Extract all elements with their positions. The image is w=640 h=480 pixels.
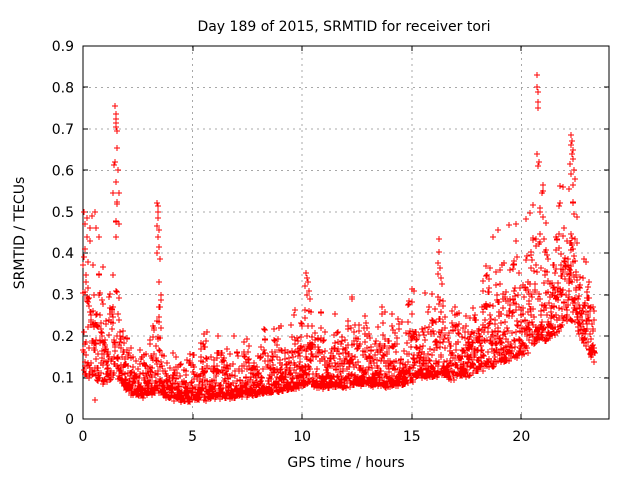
y-tick-label: 0.8: [52, 80, 74, 96]
data-points: [80, 72, 598, 405]
grid-layer: [83, 46, 609, 419]
x-tick-label: 20: [512, 429, 530, 445]
y-axis-label: SRMTID / TECUs: [12, 177, 28, 290]
y-tick-label: 0.7: [52, 122, 74, 138]
x-tick-label: 0: [79, 429, 88, 445]
chart-title: Day 189 of 2015, SRMTID for receiver tor…: [197, 19, 490, 35]
y-tick-label: 0.2: [52, 329, 74, 345]
y-tick-label: 0.6: [52, 163, 74, 179]
y-tick-label: 0.4: [52, 246, 74, 262]
y-tick-label: 0.9: [52, 39, 74, 55]
x-axis-label: GPS time / hours: [287, 455, 404, 471]
x-tick-label: 5: [188, 429, 197, 445]
tick-labels: 0 5 10 15 20 0 0.1 0.2 0.3 0.4 0.5 0.6 0.7 0.8 0.9: [52, 39, 531, 445]
x-tick-label: 15: [403, 429, 421, 445]
x-tick-label: 10: [293, 429, 311, 445]
tick-marks: [82, 45, 609, 420]
y-tick-label: 0.1: [52, 371, 74, 387]
plot-frame: [82, 45, 610, 420]
y-tick-label: 0.5: [52, 205, 74, 221]
y-tick-label: 0.3: [52, 288, 74, 304]
y-tick-label: 0: [65, 412, 74, 428]
